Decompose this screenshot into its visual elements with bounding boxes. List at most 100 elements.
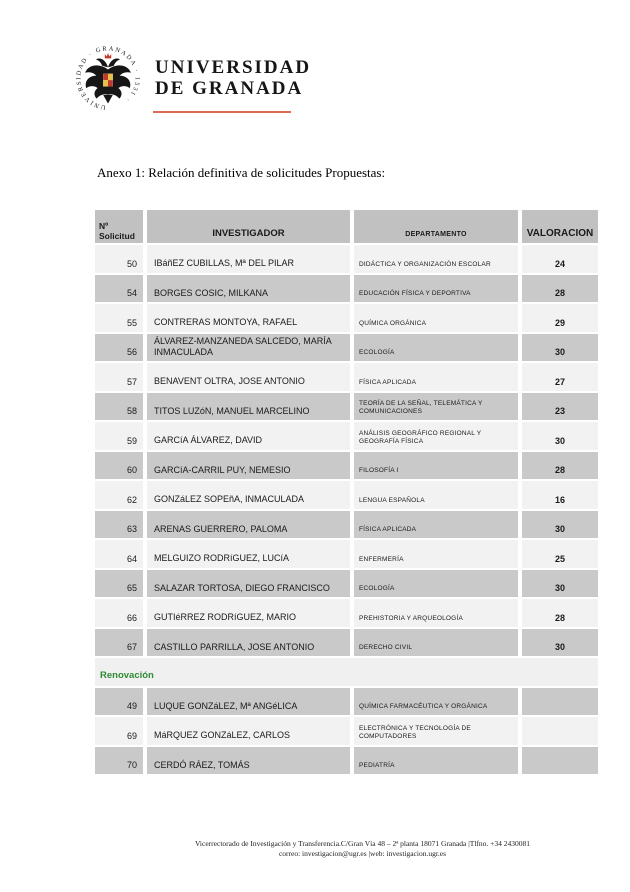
cell-departamento: FILOSOFÍA I (354, 451, 518, 479)
cell-num-solicitud: 58 (95, 392, 143, 420)
cell-departamento: DERECHO CIVIL (354, 628, 518, 656)
table-row: 69 MáRQUEZ GONZáLEZ, CARLOS ELECTRÓNICA Y … (95, 717, 598, 745)
cell-departamento: EDUCACIÓN FÍSICA Y DEPORTIVA (354, 274, 518, 302)
cell-investigador: GUTIéRREZ RODRíGUEZ, MARIO (147, 599, 350, 627)
cell-investigador: BORGES COSIC, MILKANA (147, 274, 350, 302)
section-label: Renovación (95, 658, 598, 686)
cell-valoracion: 30 (522, 422, 598, 450)
page-footer: Vicerrectorado de Investigación y Transf… (110, 839, 615, 859)
header-valoracion: VALORACION (522, 210, 598, 243)
cell-num-solicitud: 70 (95, 746, 143, 774)
cell-num-solicitud: 64 (95, 540, 143, 568)
cell-num-solicitud: 57 (95, 363, 143, 391)
cell-investigador: CERDÓ RÁEZ, TOMÁS (147, 746, 350, 774)
cell-departamento: QUÍMICA ORGÁNICA (354, 304, 518, 332)
cell-investigador: MáRQUEZ GONZáLEZ, CARLOS (147, 717, 350, 745)
cell-num-solicitud: 60 (95, 451, 143, 479)
table-row: 70 CERDÓ RÁEZ, TOMÁS PEDIATRÍA (95, 746, 598, 774)
cell-valoracion: 29 (522, 304, 598, 332)
cell-num-solicitud: 65 (95, 569, 143, 597)
cell-investigador: GARCíA-CARRIL PUY, NEMESIO (147, 451, 350, 479)
cell-investigador: MELGUIZO RODRíGUEZ, LUCíA (147, 540, 350, 568)
ugr-seal-icon: UNIVERSIDAD · GRANADA · 1531 · (75, 45, 139, 110)
cell-valoracion (522, 687, 598, 715)
cell-departamento: TEORÍA DE LA SEÑAL, TELEMÁTICA Y COMUNIC… (354, 392, 518, 420)
header-investigador: INVESTIGADOR (147, 210, 350, 243)
solicitudes-table: Nº Solicitud INVESTIGADOR DEPARTAMENTO V… (95, 210, 598, 776)
cell-departamento: FÍSICA APLICADA (354, 363, 518, 391)
cell-investigador: ARENAS GUERRERO, PALOMA (147, 510, 350, 538)
cell-valoracion: 27 (522, 363, 598, 391)
ugr-logo: UNIVERSIDAD · GRANADA · 1531 · UNIVERSID… (74, 44, 311, 112)
page-title: Anexo 1: Relación definitiva de solicitu… (97, 165, 386, 180)
table-row: 58 TITOS LUZóN, MANUEL MARCELINO TEORÍA DE… (95, 392, 598, 420)
header-num-line1: Nº (99, 221, 109, 231)
cell-num-solicitud: 49 (95, 687, 143, 715)
table-row: 49 LUQUE GONZáLEZ, Mª ANGéLICA QUÍMICA FAR… (95, 687, 598, 715)
cell-investigador: GARCíA ÁLVAREZ, DAVID (147, 422, 350, 450)
cell-num-solicitud: 62 (95, 481, 143, 509)
cell-valoracion: 28 (522, 451, 598, 479)
cell-num-solicitud: 63 (95, 510, 143, 538)
cell-valoracion: 28 (522, 274, 598, 302)
cell-valoracion: 30 (522, 628, 598, 656)
cell-num-solicitud: 56 (95, 333, 143, 361)
cell-departamento: ELECTRÓNICA Y TECNOLOGÍA DE COMPUTADORES (354, 717, 518, 745)
cell-num-solicitud: 54 (95, 274, 143, 302)
header-num-line2: Solicitud (99, 231, 135, 241)
logo-underline (153, 111, 291, 113)
cell-departamento: ENFERMERÍA (354, 540, 518, 568)
cell-valoracion: 28 (522, 599, 598, 627)
cell-valoracion: 30 (522, 569, 598, 597)
cell-departamento: FÍSICA APLICADA (354, 510, 518, 538)
cell-departamento: QUÍMICA FARMACÉUTICA Y ORGÁNICA (354, 687, 518, 715)
cell-investigador: CASTILLO PARRILLA, JOSE ANTONIO (147, 628, 350, 656)
shield-icon (102, 72, 114, 88)
table-row: 57 BENAVENT OLTRA, JOSE ANTONIO FÍSICA APL… (95, 363, 598, 391)
footer-line1: Vicerrectorado de Investigación y Transf… (194, 839, 531, 848)
cell-num-solicitud: 67 (95, 628, 143, 656)
cell-investigador: IBáñEZ CUBILLAS, Mª DEL PILAR (147, 245, 350, 273)
table-row: 59 GARCíA ÁLVAREZ, DAVID ANÁLISIS GEOGRÁFI… (95, 422, 598, 450)
cell-valoracion: 23 (522, 392, 598, 420)
cell-investigador: BENAVENT OLTRA, JOSE ANTONIO (147, 363, 350, 391)
cell-valoracion: 16 (522, 481, 598, 509)
cell-departamento: ECOLOGÍA (354, 569, 518, 597)
cell-investigador: GONZáLEZ SOPEñA, INMACULADA (147, 481, 350, 509)
section-row: Renovación (95, 658, 598, 686)
cell-valoracion: 25 (522, 540, 598, 568)
cell-num-solicitud: 50 (95, 245, 143, 273)
cell-departamento: PEDIATRÍA (354, 746, 518, 774)
table-row: 64 MELGUIZO RODRíGUEZ, LUCíA ENFERMERÍA 25 (95, 540, 598, 568)
ugr-wordmark: UNIVERSIDAD DE GRANADA (155, 57, 312, 99)
cell-valoracion (522, 717, 598, 745)
cell-departamento: PREHISTORIA Y ARQUEOLOGÍA (354, 599, 518, 627)
table-row: 62 GONZáLEZ SOPEñA, INMACULADA LENGUA ESPA… (95, 481, 598, 509)
cell-num-solicitud: 69 (95, 717, 143, 745)
cell-num-solicitud: 66 (95, 599, 143, 627)
cell-valoracion: 30 (522, 510, 598, 538)
cell-investigador: LUQUE GONZáLEZ, Mª ANGéLICA (147, 687, 350, 715)
cell-num-solicitud: 55 (95, 304, 143, 332)
table-header-row: Nº Solicitud INVESTIGADOR DEPARTAMENTO V… (95, 210, 598, 243)
table-body: 50 IBáñEZ CUBILLAS, Mª DEL PILAR DIDÁCTICA… (95, 245, 598, 774)
cell-investigador: CONTRERAS MONTOYA, RAFAEL (147, 304, 350, 332)
crown-icon (104, 53, 112, 59)
cell-investigador: ÁLVAREZ-MANZANEDA SALCEDO, MARÍA INMACUL… (147, 333, 350, 361)
table-row: 50 IBáñEZ CUBILLAS, Mª DEL PILAR DIDÁCTICA… (95, 245, 598, 273)
footer-line2: correo: investigacion@ugr.es |web: inves… (278, 849, 447, 858)
cell-departamento: ANÁLISIS GEOGRÁFICO REGIONAL Y GEOGRAFÍA… (354, 422, 518, 450)
cell-departamento: LENGUA ESPAÑOLA (354, 481, 518, 509)
table-row: 55 CONTRERAS MONTOYA, RAFAEL QUÍMICA ORGÁN… (95, 304, 598, 332)
table-row: 63 ARENAS GUERRERO, PALOMA FÍSICA APLICADA… (95, 510, 598, 538)
cell-investigador: TITOS LUZóN, MANUEL MARCELINO (147, 392, 350, 420)
cell-valoracion: 24 (522, 245, 598, 273)
header-num-solicitud: Nº Solicitud (95, 210, 143, 243)
cell-num-solicitud: 59 (95, 422, 143, 450)
table-row: 54 BORGES COSIC, MILKANA EDUCACIÓN FÍSICA … (95, 274, 598, 302)
table-row: 65 SALAZAR TORTOSA, DIEGO FRANCISCO ECOLOG… (95, 569, 598, 597)
table-row: 66 GUTIéRREZ RODRíGUEZ, MARIO PREHISTORIA … (95, 599, 598, 627)
cell-valoracion (522, 746, 598, 774)
